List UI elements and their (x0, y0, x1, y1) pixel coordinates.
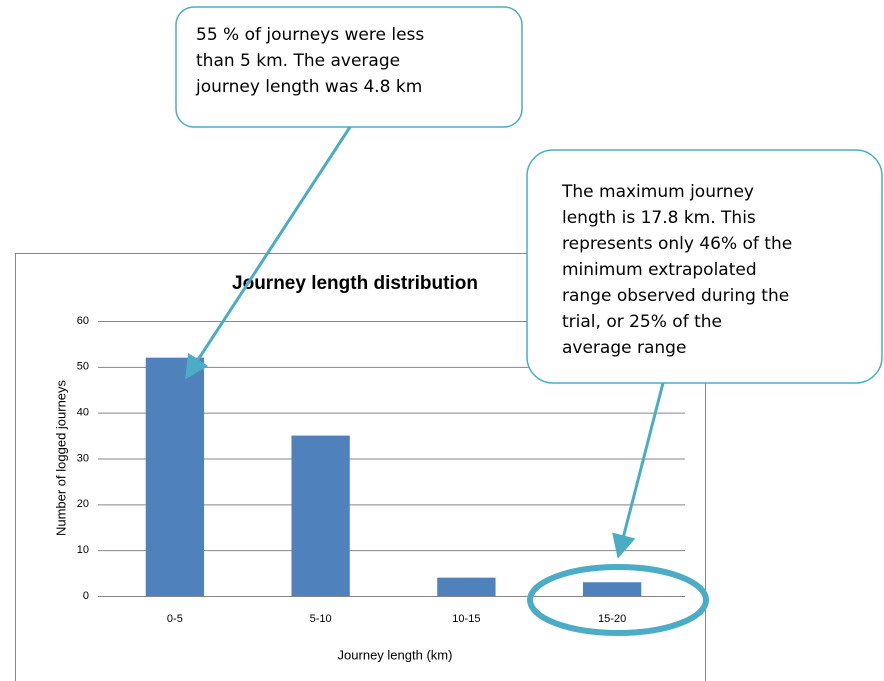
callout-arrow (612, 382, 665, 559)
y-tick-label: 40 (77, 407, 89, 419)
bar (437, 577, 496, 596)
annotation-text: length is 17.8 km. This (562, 208, 756, 228)
y-tick-label: 60 (77, 315, 89, 327)
annotation-text: minimum extrapolated (562, 260, 757, 280)
x-tick-label: 15-20 (598, 613, 626, 625)
x-tick-label: 10-15 (452, 613, 480, 625)
annotation-text: journey length was 4.8 km (195, 77, 422, 97)
bar (145, 357, 205, 596)
annotation-text: average range (562, 338, 686, 358)
x-tick-label: 0-5 (167, 613, 183, 625)
chart-title: Journey length distribution (232, 273, 478, 294)
callout-arrow (185, 126, 352, 380)
highlight-ellipse (527, 564, 709, 636)
bar (291, 435, 350, 596)
y-tick-label: 20 (77, 498, 89, 510)
y-tick-label: 10 (77, 544, 89, 556)
y-tick-label: 50 (77, 361, 89, 373)
annotation-text: The maximum journey (561, 182, 754, 202)
x-axis-label: Journey length (km) (338, 647, 453, 662)
x-tick-label: 5-10 (310, 613, 332, 625)
annotation-text: 55 % of journeys were less (196, 25, 424, 45)
annotation-text: range observed during the (562, 286, 789, 306)
annotation-text: trial, or 25% of the (562, 312, 722, 332)
callout-box (526, 149, 883, 384)
y-tick-label: 0 (83, 590, 89, 602)
y-tick-label: 30 (77, 452, 89, 464)
bar (582, 582, 642, 596)
annotation-text: than 5 km. The average (196, 51, 400, 71)
annotation-text: represents only 46% of the (562, 234, 792, 254)
y-axis-label: Number of logged journeys (53, 379, 68, 536)
